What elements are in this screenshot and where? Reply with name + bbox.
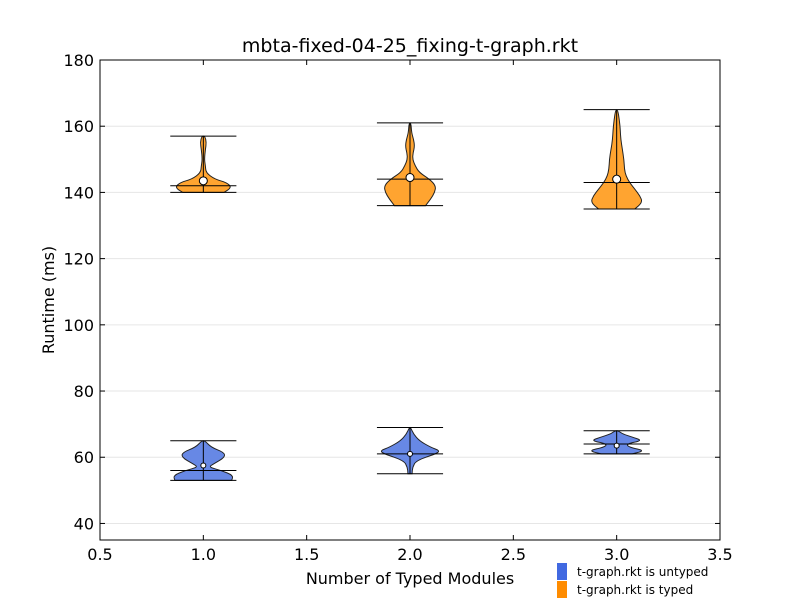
y-tick-label: 40 [74, 514, 94, 533]
violin-mean-marker-typed-3 [612, 174, 622, 184]
x-tick-label: 0.5 [87, 545, 112, 564]
violin-statistics [170, 109, 650, 481]
x-tick-label: 2.0 [397, 545, 422, 564]
x-tick-label: 3.0 [604, 545, 629, 564]
y-tick-label: 160 [63, 117, 94, 136]
legend-swatch-untyped [557, 563, 567, 580]
y-tick-label: 140 [63, 183, 94, 202]
y-tick-label: 80 [74, 382, 94, 401]
axis-ticks [99, 59, 721, 540]
violin-mean-marker-typed-1 [198, 176, 208, 186]
x-tick-label: 1.0 [191, 545, 216, 564]
y-tick-label: 100 [63, 316, 94, 335]
y-axis-label: Runtime (ms) [39, 246, 58, 354]
y-tick-label: 120 [63, 250, 94, 269]
violin-mean-marker-untyped-1 [200, 462, 207, 469]
x-tick-label: 2.5 [501, 545, 526, 564]
violin-mean-marker-untyped-2 [407, 450, 413, 457]
legend-swatch-typed [557, 581, 567, 598]
x-tick-label: 3.5 [707, 545, 732, 564]
x-tick-label: 1.5 [294, 545, 319, 564]
x-axis-label: Number of Typed Modules [306, 569, 514, 588]
violin-mean-marker-typed-2 [405, 173, 415, 183]
chart-title: mbta-fixed-04-25_fixing-t-graph.rkt [242, 35, 578, 57]
legend-label-untyped: t-graph.rkt is untyped [577, 565, 708, 579]
violin-mean-marker-untyped-3 [613, 442, 620, 449]
y-tick-label: 180 [63, 51, 94, 70]
legend: t-graph.rkt is untyped t-graph.rkt is typ… [557, 563, 708, 598]
legend-label-typed: t-graph.rkt is typed [577, 583, 693, 597]
y-tick-label: 60 [74, 448, 94, 467]
axis-tick-labels: 0.5 1.0 1.5 2.0 2.5 3.0 3.5 40 60 80 100 120 140 160 1… [63, 51, 732, 564]
